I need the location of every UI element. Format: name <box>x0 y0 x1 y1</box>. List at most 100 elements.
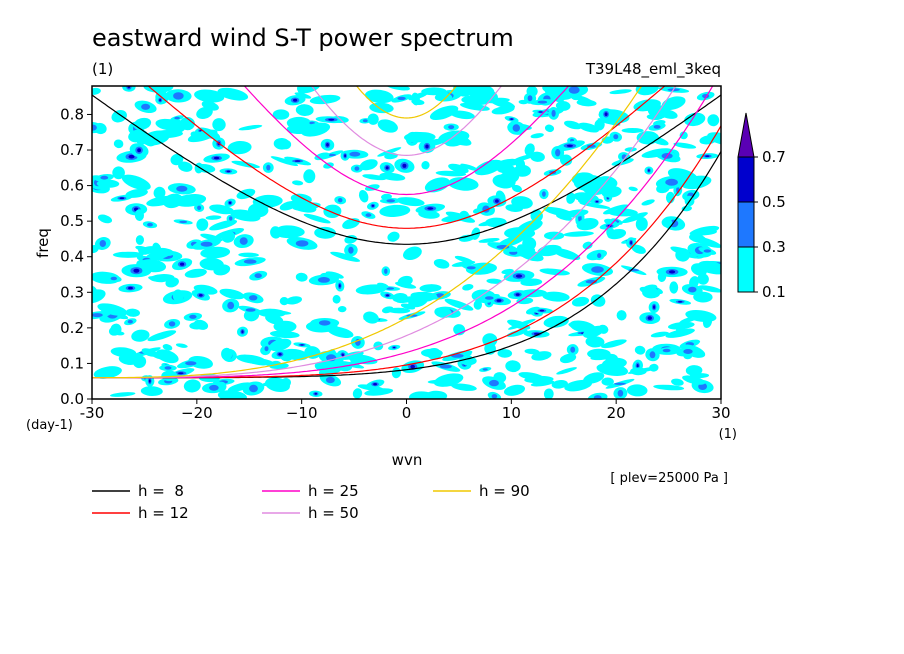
colorbar-swatch <box>737 246 755 293</box>
contour-blob <box>504 227 536 240</box>
contour-blob <box>673 142 697 149</box>
contour-blob <box>363 311 379 324</box>
contour-blob <box>122 86 136 92</box>
contour-blob <box>503 270 535 282</box>
contour-blob <box>676 346 700 357</box>
contour-blob <box>118 353 139 365</box>
contour-blob <box>530 209 543 223</box>
colorbar-swatch <box>737 156 755 203</box>
dispersion-curve <box>92 86 677 379</box>
contour-blob <box>448 177 479 191</box>
legend-item: h = 12 <box>92 504 189 522</box>
y-tick-label: 0.4 <box>60 248 84 266</box>
contour-blob <box>403 246 422 261</box>
contour-blob <box>656 347 677 354</box>
contour-blob <box>524 143 535 156</box>
contour-blob <box>200 246 231 259</box>
contour-blob <box>97 214 113 224</box>
contour-blob <box>231 160 260 169</box>
contour-blob <box>543 206 575 217</box>
contour-blob <box>665 191 675 204</box>
contour-blob <box>205 215 222 220</box>
contour-blob <box>514 154 535 162</box>
contour-blob <box>196 106 213 120</box>
contour-blob <box>162 344 173 351</box>
contour-blob <box>576 217 599 231</box>
contour-blob <box>213 264 231 276</box>
contour-blob <box>270 156 299 167</box>
contour-blob <box>334 196 347 205</box>
contour-blob <box>221 230 236 243</box>
contour-blob <box>217 390 247 399</box>
contour-blob <box>238 124 263 131</box>
contour-blob <box>656 266 688 278</box>
legend: h = 8 h = 12 h = 25 h = 50 h = 90 <box>92 482 530 522</box>
contour-blob <box>217 87 249 101</box>
contour-blob <box>518 99 528 105</box>
contour-blob <box>707 114 720 127</box>
contour-blob <box>593 251 605 261</box>
contour-blob <box>125 188 148 198</box>
contour-blob <box>702 315 713 329</box>
contour-blob <box>135 235 145 245</box>
contour-blob <box>410 291 438 301</box>
contour-blob <box>242 381 265 396</box>
contour-blob <box>661 96 686 111</box>
contour-blob <box>626 384 648 397</box>
x-axis-label: wvn <box>392 451 423 469</box>
contour-blob <box>596 363 629 377</box>
contour-blob <box>560 154 573 166</box>
contour-blob <box>505 360 521 373</box>
colorbar-label: 0.3 <box>762 238 786 256</box>
contour-blob <box>460 263 482 273</box>
contour-blob <box>451 383 477 391</box>
contour-blob <box>238 252 259 258</box>
contour-blob <box>344 235 358 244</box>
contour-blob <box>362 174 387 181</box>
contour-blob <box>444 298 474 311</box>
contour-blob <box>257 308 286 318</box>
contour-blob <box>295 272 308 282</box>
contour-blob <box>679 131 688 140</box>
contour-blob <box>556 367 577 375</box>
contour-blob <box>340 150 350 161</box>
contour-blob <box>320 138 335 151</box>
contour-blob <box>227 140 252 155</box>
contour-blob <box>433 258 450 269</box>
contour-blob <box>377 147 402 157</box>
contour-blob <box>507 290 528 300</box>
contour-blob <box>261 344 272 354</box>
contour-blob <box>309 390 323 398</box>
contour-blob <box>379 172 406 181</box>
y-tick-label: 0.7 <box>60 141 84 159</box>
contour-blob <box>699 135 718 145</box>
svg-text:h = 25: h = 25 <box>308 482 359 500</box>
contour-blob <box>429 105 459 121</box>
contour-blob <box>392 292 408 303</box>
contour-blob <box>450 110 475 120</box>
contour-blob <box>659 109 678 119</box>
contour-blob <box>539 268 570 276</box>
contour-blob <box>361 211 376 219</box>
contour-blob <box>645 348 660 362</box>
y-axis: 0.0 0.1 0.2 0.3 0.4 0.5 0.6 0.7 0.8 <box>60 105 92 408</box>
contour-blob <box>427 379 449 384</box>
contour-blob <box>661 217 673 228</box>
contour-blob <box>380 291 395 300</box>
contour-blob <box>482 376 506 390</box>
spectrum-contours <box>92 86 721 399</box>
contour-blob <box>155 349 179 364</box>
contour-blob <box>365 379 385 389</box>
contour-blob <box>97 303 128 316</box>
contour-blob <box>613 387 628 399</box>
contour-blob <box>352 388 363 399</box>
contour-blob <box>282 348 309 361</box>
contour-blob <box>639 312 661 325</box>
y-tick-label: 0.3 <box>60 283 84 301</box>
y-tick-label: 0.1 <box>60 354 84 372</box>
contour-blob <box>675 248 691 262</box>
y-tick-label: 0.8 <box>60 105 84 123</box>
contour-blob <box>448 163 469 174</box>
contour-blob <box>424 177 450 193</box>
contour-blob <box>367 113 379 125</box>
